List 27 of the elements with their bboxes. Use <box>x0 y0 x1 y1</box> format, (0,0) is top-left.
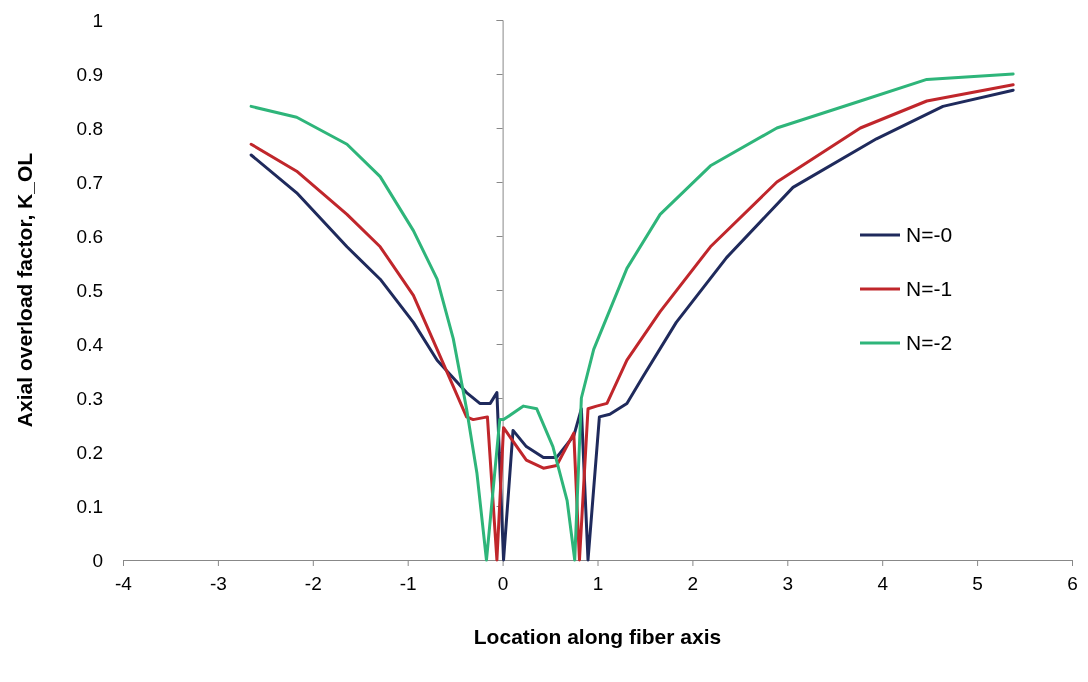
y-axis-title: Axial overload factor, K_OL <box>13 152 36 428</box>
y-tick-label: 0.8 <box>76 117 103 139</box>
x-tick-label: 6 <box>1067 572 1078 594</box>
y-tick-label: 1 <box>92 9 103 31</box>
legend-label: N=-2 <box>906 331 953 355</box>
x-tick-label: -3 <box>209 572 227 594</box>
x-tick-label: -1 <box>399 572 417 594</box>
x-tick-label: 4 <box>877 572 889 594</box>
y-tick-label: 0.5 <box>76 279 103 301</box>
y-tick-label: 0.6 <box>76 225 103 247</box>
legend-label: N=-0 <box>906 223 953 247</box>
x-tick-label: 3 <box>782 572 794 594</box>
y-tick-label: 0.7 <box>76 171 103 193</box>
y-tick-label: 0.1 <box>76 495 103 517</box>
x-tick-label: 2 <box>687 572 699 594</box>
y-tick-label: 0 <box>92 549 103 571</box>
x-tick-label: -4 <box>115 572 133 594</box>
legend-label: N=-1 <box>906 277 953 301</box>
x-axis-title: Location along fiber axis <box>473 625 722 648</box>
y-tick-label: 0.3 <box>76 387 103 409</box>
x-tick-label: 0 <box>497 572 509 594</box>
y-tick-label: 0.2 <box>76 441 103 463</box>
y-tick-label: 0.9 <box>76 63 103 85</box>
y-tick-label: 0.4 <box>76 333 104 355</box>
x-tick-label: 1 <box>592 572 604 594</box>
x-tick-label: 5 <box>972 572 983 594</box>
x-tick-label: -2 <box>304 572 322 594</box>
